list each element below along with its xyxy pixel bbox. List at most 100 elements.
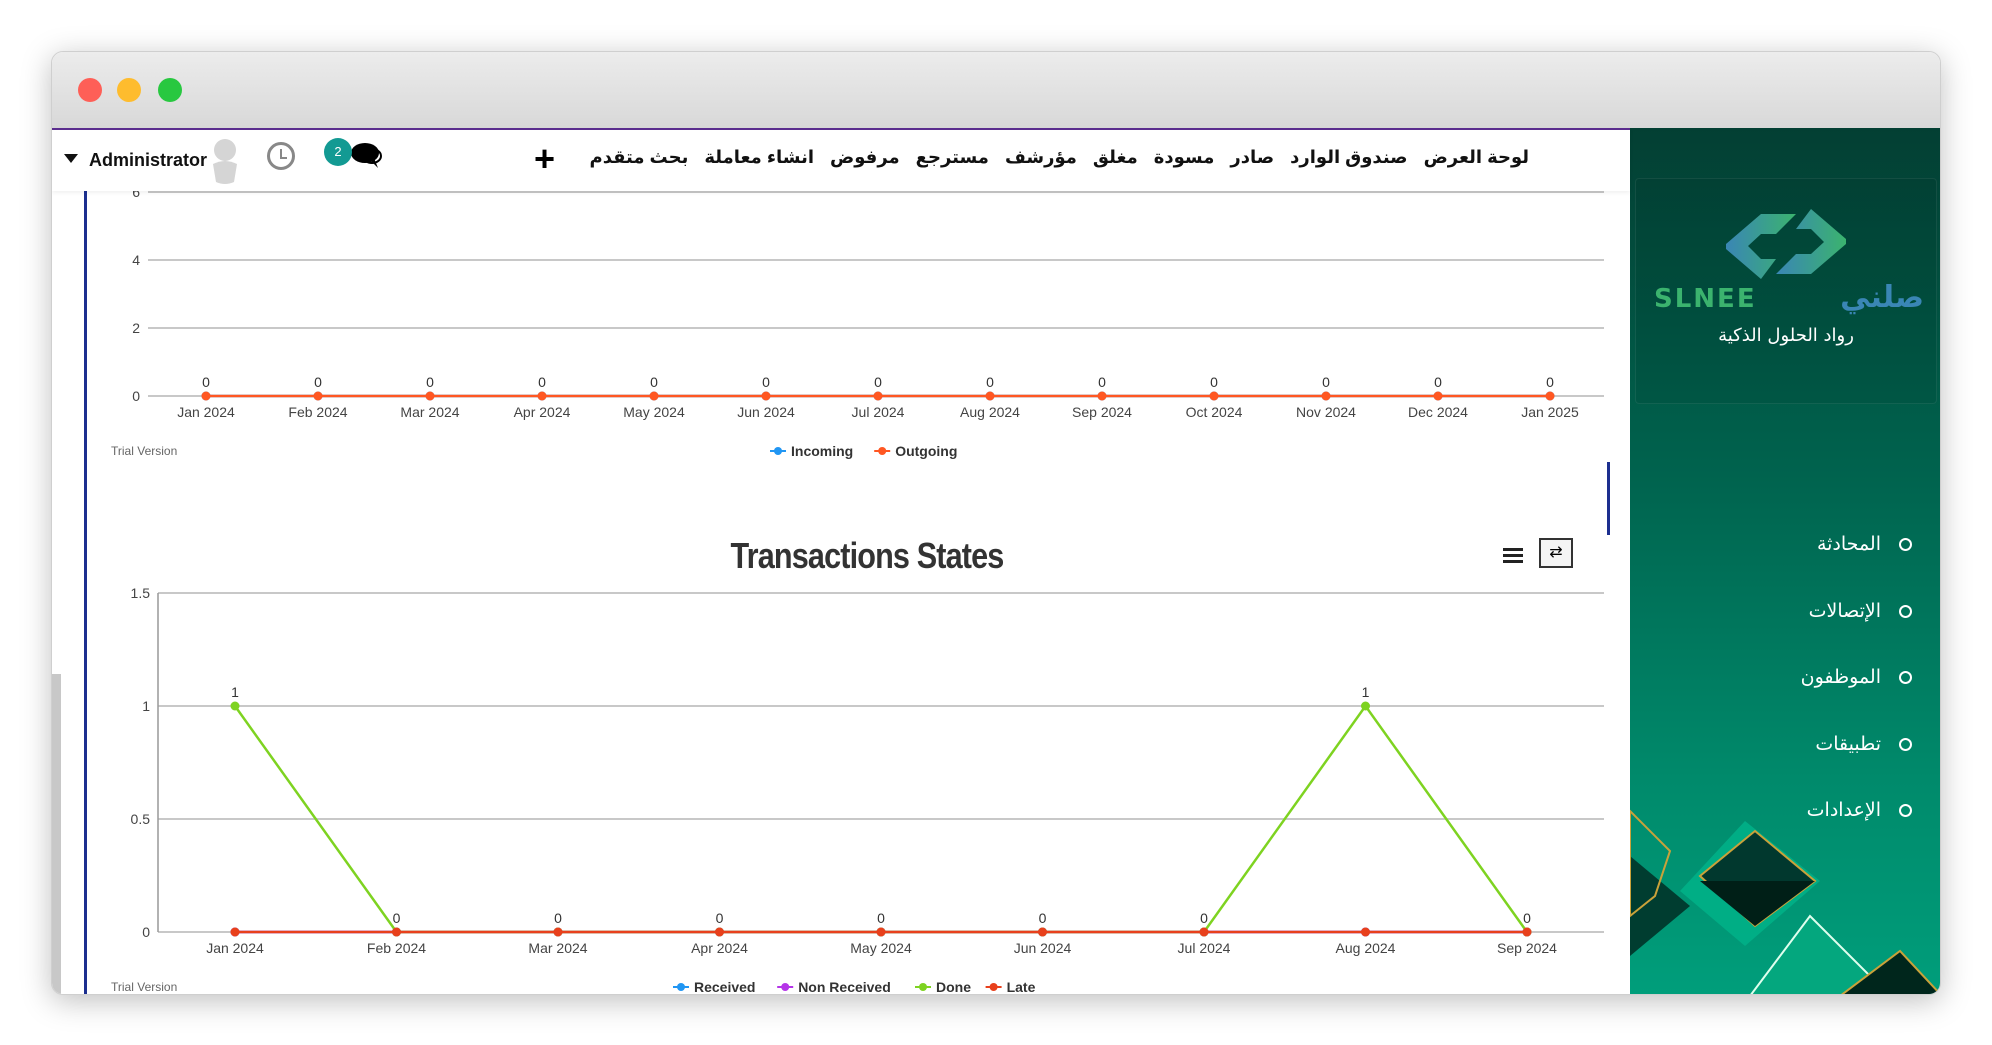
data-label: 0: [202, 374, 210, 390]
circle-icon: [1899, 804, 1912, 817]
data-point: [537, 391, 547, 401]
x-tick-label: Jul 2024: [852, 404, 905, 420]
x-tick-label: Sep 2024: [1072, 404, 1132, 420]
x-tick-label: Jan 2024: [206, 940, 264, 956]
sidebar-item[interactable]: الإتصالات: [1809, 600, 1912, 623]
x-tick-label: Sep 2024: [1497, 940, 1557, 956]
browser-window: Administrator 2 + لوحة العرض صندوق الوارد…: [51, 51, 1941, 995]
data-label: 0: [554, 910, 562, 926]
data-label: 0: [986, 374, 994, 390]
data-point: [1321, 391, 1331, 401]
data-label: 0: [1546, 374, 1554, 390]
data-point: [1199, 927, 1209, 937]
history-clock-icon[interactable]: [267, 142, 295, 170]
data-point: [201, 391, 211, 401]
y-tick-label: 6: [132, 191, 140, 200]
notification-badge[interactable]: 2: [324, 138, 352, 166]
sidebar-item-label: المحادثة: [1816, 534, 1881, 555]
sidebar-item-label: الإتصالات: [1808, 600, 1881, 622]
data-point: [392, 927, 401, 937]
data-label: 0: [538, 374, 546, 390]
x-tick-label: Jul 2024: [1178, 940, 1231, 956]
data-point: [313, 391, 323, 401]
transactions-states-chart: 0 0.5 1 1.5 Jan 2024 Feb 2024 Mar 2024 Apr 2024…: [111, 585, 1604, 995]
sidebar-item[interactable]: الإعدادات: [1807, 799, 1912, 822]
sidebar-item-label: الموظفون: [1800, 667, 1881, 688]
logo: SLNEE صلني رواد الحلول الذكية: [1635, 178, 1937, 404]
x-tick-label: Mar 2024: [528, 940, 587, 956]
scrollbar[interactable]: [52, 674, 61, 994]
data-point: [1433, 391, 1443, 401]
user-dropdown-caret-icon[interactable]: [64, 154, 78, 163]
data-point: [1038, 927, 1047, 937]
sidebar-item-label: الإعدادات: [1806, 800, 1881, 821]
legend-marker: [878, 447, 887, 455]
legend-marker: [919, 983, 927, 991]
data-point: [649, 391, 659, 401]
data-label: 0: [1210, 374, 1218, 390]
nav-link[interactable]: صندوق الوارد: [1290, 147, 1408, 167]
x-tick-label: Oct 2024: [1186, 404, 1243, 420]
nav-link[interactable]: لوحة العرض: [1423, 147, 1529, 167]
x-tick-label: Nov 2024: [1296, 404, 1356, 420]
x-tick-label: Jun 2024: [1014, 940, 1072, 956]
nav-link[interactable]: مؤرشف: [1004, 147, 1077, 167]
nav-link[interactable]: مسودة: [1153, 147, 1215, 167]
nav-link[interactable]: بحث متقدم: [589, 147, 689, 167]
x-tick-label: May 2024: [623, 404, 685, 420]
minimize-window-button[interactable]: [117, 78, 141, 102]
data-label: 0: [393, 910, 401, 926]
data-label: 0: [762, 374, 770, 390]
chart-swap-button[interactable]: ⇄: [1539, 538, 1573, 568]
data-label: 0: [1098, 374, 1106, 390]
nav-link[interactable]: مسترجع: [915, 147, 989, 167]
x-tick-label: Apr 2024: [514, 404, 571, 420]
y-tick-label: 1: [142, 698, 150, 714]
plus-icon[interactable]: +: [534, 138, 556, 179]
close-window-button[interactable]: [78, 78, 102, 102]
data-label: 0: [1200, 910, 1208, 926]
legend-item: Received: [694, 979, 755, 995]
top-navigation: Administrator 2 + لوحة العرض صندوق الوارد…: [52, 128, 1630, 191]
chart-menu-icon[interactable]: [1503, 545, 1523, 566]
data-label: 0: [314, 374, 322, 390]
maximize-window-button[interactable]: [158, 78, 182, 102]
sidebar-item[interactable]: المحادثة: [1817, 533, 1912, 556]
content-border: [84, 191, 87, 994]
legend-marker: [774, 447, 782, 455]
data-label: 0: [1322, 374, 1330, 390]
dashboard-content: 0 2 4 6 Jan 2024 Feb 2024 Mar 2024 Apr 2024 May …: [52, 191, 1630, 995]
nav-link[interactable]: انشاء معاملة: [704, 147, 815, 167]
x-tick-label: Apr 2024: [691, 940, 748, 956]
nav-link[interactable]: مرفوض: [830, 147, 900, 167]
data-label: 0: [1523, 910, 1531, 926]
data-label: 0: [1434, 374, 1442, 390]
circle-icon: [1899, 604, 1912, 618]
data-point: [1097, 391, 1107, 401]
y-tick-label: 0.5: [131, 811, 151, 827]
y-tick-label: 1.5: [131, 585, 151, 601]
x-tick-label: Jan 2025: [1521, 404, 1579, 420]
legend-item: Incoming: [791, 443, 853, 459]
data-label: 0: [874, 374, 882, 390]
data-label: 1: [1362, 684, 1370, 700]
data-point: [1361, 701, 1370, 711]
nav-link[interactable]: مغلق: [1092, 147, 1138, 167]
data-point: [1545, 391, 1555, 401]
legend-marker: [781, 983, 790, 991]
x-tick-label: Feb 2024: [367, 940, 426, 956]
x-tick-label: Dec 2024: [1408, 404, 1468, 420]
sidebar-item[interactable]: الموظفون: [1801, 666, 1912, 689]
nav-link[interactable]: صادر: [1230, 147, 1275, 167]
data-point: [230, 701, 240, 711]
y-tick-label: 0: [132, 388, 140, 404]
sidebar-item[interactable]: تطبيقات: [1815, 733, 1912, 756]
data-point: [553, 927, 563, 937]
y-tick-label: 0: [142, 924, 150, 940]
data-label: 0: [716, 910, 724, 926]
data-point: [1361, 927, 1370, 937]
user-menu[interactable]: Administrator: [89, 150, 208, 170]
avatar-icon[interactable]: [210, 138, 240, 184]
legend-marker: [989, 983, 998, 991]
chat-icon[interactable]: [348, 140, 384, 170]
